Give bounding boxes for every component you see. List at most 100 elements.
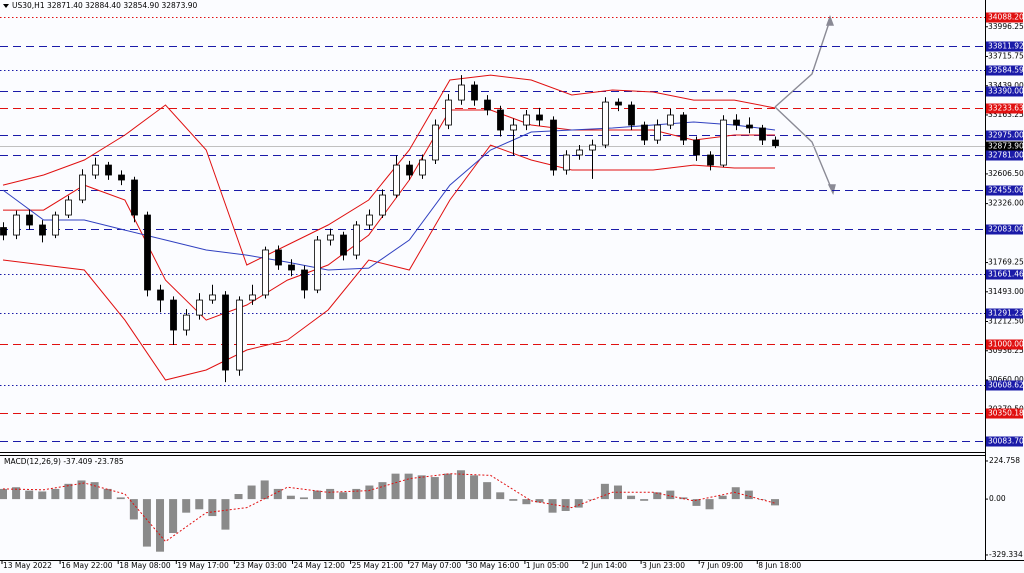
macd-bar (299, 497, 308, 500)
candle-body (393, 164, 400, 196)
level-label: 32975.00 (988, 131, 1024, 140)
macd-bar (443, 473, 452, 500)
level-label: 30083.70 (988, 437, 1024, 446)
candle-body (92, 164, 99, 176)
level-label: 31000.00 (988, 340, 1024, 349)
candle-body (288, 264, 295, 271)
macd-bar (116, 497, 125, 500)
candle-body (144, 214, 151, 291)
macd-bar (25, 490, 34, 500)
macd-bar (640, 499, 649, 501)
level-tag: 32083.00 (986, 224, 1024, 235)
candle-body (497, 109, 504, 131)
macd-bar (260, 480, 269, 500)
candle-body (118, 174, 125, 181)
x-tick-label: 16 May 22:00 (61, 561, 113, 570)
macd-bar (613, 485, 622, 500)
macd-bar (561, 499, 570, 511)
level-box (986, 141, 1023, 152)
projection-arrows (774, 15, 836, 196)
x-tick-label: 27 May 07:00 (410, 561, 462, 570)
macd-bar (456, 470, 465, 500)
y-tick-label: 30936.25 (988, 346, 1024, 355)
candle-body (641, 124, 648, 141)
macd-bar (64, 483, 73, 500)
macd-bar (417, 475, 426, 500)
candle-body (733, 119, 740, 126)
level-label: 32455.00 (988, 186, 1024, 195)
candle-body (772, 139, 779, 146)
macd-bar (195, 499, 204, 510)
candle-body (65, 199, 72, 216)
macd-bar (430, 477, 439, 500)
level-box (986, 12, 1023, 23)
candle-body (707, 154, 714, 166)
macd-bar (352, 488, 361, 500)
candle-body (746, 124, 753, 129)
macd-bar (326, 488, 335, 500)
candle-body (105, 164, 112, 176)
macd-bar (90, 482, 99, 500)
level-tag: 32975.00 (986, 130, 1024, 141)
macd-bar (744, 490, 753, 500)
macd-bar (587, 499, 596, 500)
macd-bar (522, 499, 531, 505)
indicator-line (2, 144, 775, 381)
level-tag: 31291.23 (986, 308, 1024, 319)
level-tag: 33584.59 (986, 65, 1024, 76)
chart-title: US30,H1 32871.40 32884.40 32854.90 32873… (12, 1, 197, 10)
level-box (986, 86, 1023, 97)
level-box (986, 224, 1023, 235)
candle-body (327, 234, 334, 241)
macd-bar (0, 488, 7, 500)
candle-body (419, 159, 426, 176)
macd-bar (247, 485, 256, 500)
candle-body (131, 179, 138, 216)
level-tag: 30350.18 (986, 408, 1024, 419)
candle-body (510, 124, 517, 131)
macd-bar (378, 482, 387, 500)
candle-body (680, 114, 687, 141)
candle-body (759, 127, 766, 141)
level-label: 33811.92 (988, 42, 1024, 51)
x-tick-label: 19 May 17:00 (177, 561, 229, 570)
level-box (986, 269, 1023, 280)
candle-body (340, 234, 347, 256)
candle-body (0, 227, 7, 236)
candle-body (236, 299, 243, 371)
candle-body (720, 119, 727, 166)
macd-signal (2, 473, 776, 543)
x-tick-label: 25 May 21:00 (352, 561, 404, 570)
macd-bar (574, 499, 583, 508)
candle-body (366, 214, 373, 226)
macd-bar (38, 491, 47, 500)
macd-bar (313, 490, 322, 500)
macd-bar (718, 495, 727, 500)
macd-bar (627, 495, 636, 500)
level-label: 32781.00 (988, 151, 1024, 160)
candle-body (39, 224, 46, 236)
candle-body (13, 214, 20, 236)
y-tick-label: 33163.25 (988, 110, 1024, 119)
level-tag: 33233.63 (986, 103, 1024, 114)
arrow-head (827, 184, 836, 196)
candle-body (667, 114, 674, 126)
level-label: 31661.46 (988, 270, 1024, 279)
macd-bar (156, 499, 165, 552)
candle-body (471, 84, 478, 101)
macd-bar (653, 492, 662, 500)
macd-bar (771, 499, 779, 506)
level-tag: 33390.00 (986, 86, 1024, 97)
level-box (986, 103, 1023, 114)
level-tag: 32873.90 (986, 141, 1024, 152)
x-tick-label: 7 Jun 09:00 (700, 561, 743, 570)
candle-body (183, 314, 190, 331)
macd-bar (169, 499, 178, 534)
candle-body (484, 99, 491, 111)
candle-body (275, 249, 282, 266)
menu-triangle[interactable] (3, 4, 9, 8)
level-label: 31291.23 (988, 309, 1024, 318)
level-box (986, 41, 1023, 52)
y-tick-label: 33715.75 (988, 51, 1024, 60)
